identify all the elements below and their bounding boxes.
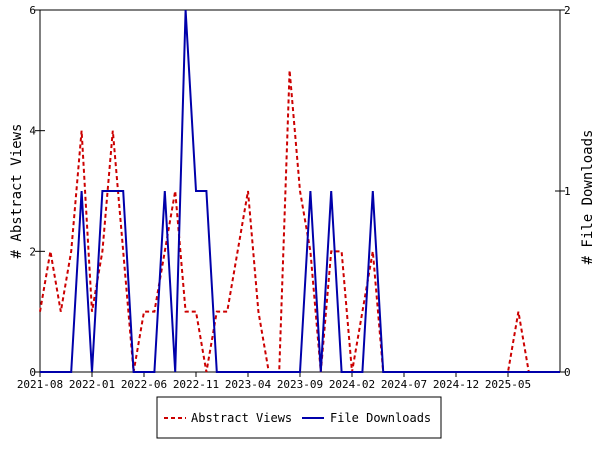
legend: Abstract Views File Downloads bbox=[156, 396, 442, 439]
x-tick-label: 2023-04 bbox=[225, 378, 272, 391]
y-left-tick-label: 2 bbox=[29, 245, 36, 258]
x-tick-label: 2024-07 bbox=[381, 378, 427, 391]
series-line-abstract-views bbox=[39, 70, 560, 373]
series-line-file-downloads bbox=[40, 9, 560, 373]
y-right-tick-label: 1 bbox=[564, 185, 571, 198]
y-axis-right-title: # File Downloads bbox=[580, 130, 596, 265]
y-right-tick-label: 0 bbox=[564, 366, 571, 379]
y-axis-left-title: # Abstract Views bbox=[9, 124, 25, 259]
x-tick-label: 2022-11 bbox=[173, 378, 219, 391]
legend-box bbox=[156, 396, 442, 439]
x-tick-label: 2023-09 bbox=[277, 378, 323, 391]
y-left-tick-label: 0 bbox=[29, 366, 36, 379]
legend-label-file-downloads: File Downloads bbox=[330, 411, 431, 425]
x-tick-label: 2021-08 bbox=[17, 378, 63, 391]
y-axis-left-ticks: 0 2 4 6 bbox=[29, 4, 45, 379]
x-tick-label: 2022-06 bbox=[121, 378, 167, 391]
x-tick-label: 2024-12 bbox=[433, 378, 479, 391]
x-tick-label: 2025-05 bbox=[485, 378, 531, 391]
legend-label-abstract-views: Abstract Views bbox=[191, 411, 292, 425]
x-tick-label: 2022-01 bbox=[69, 378, 115, 391]
y-left-tick-label: 4 bbox=[29, 125, 36, 138]
y-left-tick-label: 6 bbox=[29, 4, 36, 17]
x-axis-ticks: 2021-08 2022-01 2022-06 2022-11 2023-04 2023-… bbox=[17, 372, 531, 391]
y-right-tick-label: 2 bbox=[564, 4, 571, 17]
x-tick-label: 2024-02 bbox=[329, 378, 375, 391]
series-layer bbox=[39, 9, 560, 373]
